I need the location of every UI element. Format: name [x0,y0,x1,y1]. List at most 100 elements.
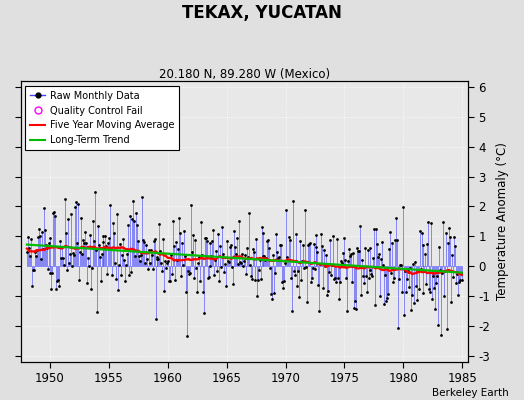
Point [165,278,173,284]
Point [322,252,331,258]
Point [386,229,394,236]
Point [290,268,298,274]
Point [143,256,151,262]
Point [393,236,401,243]
Point [324,287,332,294]
Point [94,242,103,248]
Point [336,279,344,285]
Point [83,280,91,286]
Point [367,271,376,278]
Point [304,241,313,247]
Point [333,236,341,242]
Point [112,275,121,282]
Point [138,194,146,200]
Point [120,257,128,264]
Point [256,276,265,282]
Point [308,274,316,281]
Point [30,267,38,274]
Point [86,286,95,292]
Point [201,234,210,241]
Point [102,242,111,249]
Point [311,232,320,238]
Point [139,239,148,245]
Point [278,279,286,286]
Point [368,272,377,279]
Point [348,250,357,256]
Point [115,262,123,268]
Point [155,220,163,227]
Point [244,253,252,260]
Point [54,277,62,284]
Point [162,265,170,271]
Y-axis label: Temperature Anomaly (°C): Temperature Anomaly (°C) [496,142,509,300]
Point [384,291,392,297]
Point [400,312,408,318]
Point [25,245,33,252]
Point [169,218,178,224]
Point [427,219,435,226]
Point [119,236,127,242]
Point [388,240,396,246]
Point [242,271,250,277]
Point [84,254,92,261]
Point [209,227,217,234]
Point [43,266,52,272]
Point [213,268,222,274]
Point [247,276,256,282]
Point [430,284,439,291]
Point [412,297,421,303]
Point [239,258,248,264]
Point [300,265,308,271]
Point [140,260,149,266]
Point [190,274,198,281]
Point [132,210,140,216]
Point [75,276,83,283]
Point [422,280,431,287]
Point [126,213,134,219]
Point [417,266,425,272]
Point [30,249,39,255]
Point [250,277,259,283]
Point [371,302,379,308]
Point [199,289,207,295]
Point [232,251,240,257]
Point [337,258,345,264]
Point [118,252,126,258]
Point [146,246,155,253]
Point [246,262,254,268]
Point [394,324,402,331]
Point [447,299,455,306]
Point [206,263,215,269]
Point [346,252,354,259]
Point [47,286,56,293]
Point [239,262,247,269]
Point [298,258,306,264]
Point [359,280,368,286]
Point [106,202,115,208]
Point [356,292,365,298]
Point [129,198,137,204]
Point [347,250,355,257]
Point [185,270,194,277]
Point [266,264,275,271]
Point [443,326,451,332]
Point [229,281,237,287]
Point [442,230,450,236]
Point [325,269,333,276]
Point [191,237,199,243]
Point [436,267,444,274]
Point [35,226,43,232]
Point [363,246,372,253]
Point [154,254,162,260]
Point [370,226,379,233]
Point [315,308,324,314]
Point [160,288,169,294]
Point [293,283,301,290]
Point [252,236,260,242]
Point [272,231,280,237]
Point [358,272,367,279]
Point [194,254,203,260]
Point [156,248,165,254]
Point [96,277,105,284]
Point [200,310,208,316]
